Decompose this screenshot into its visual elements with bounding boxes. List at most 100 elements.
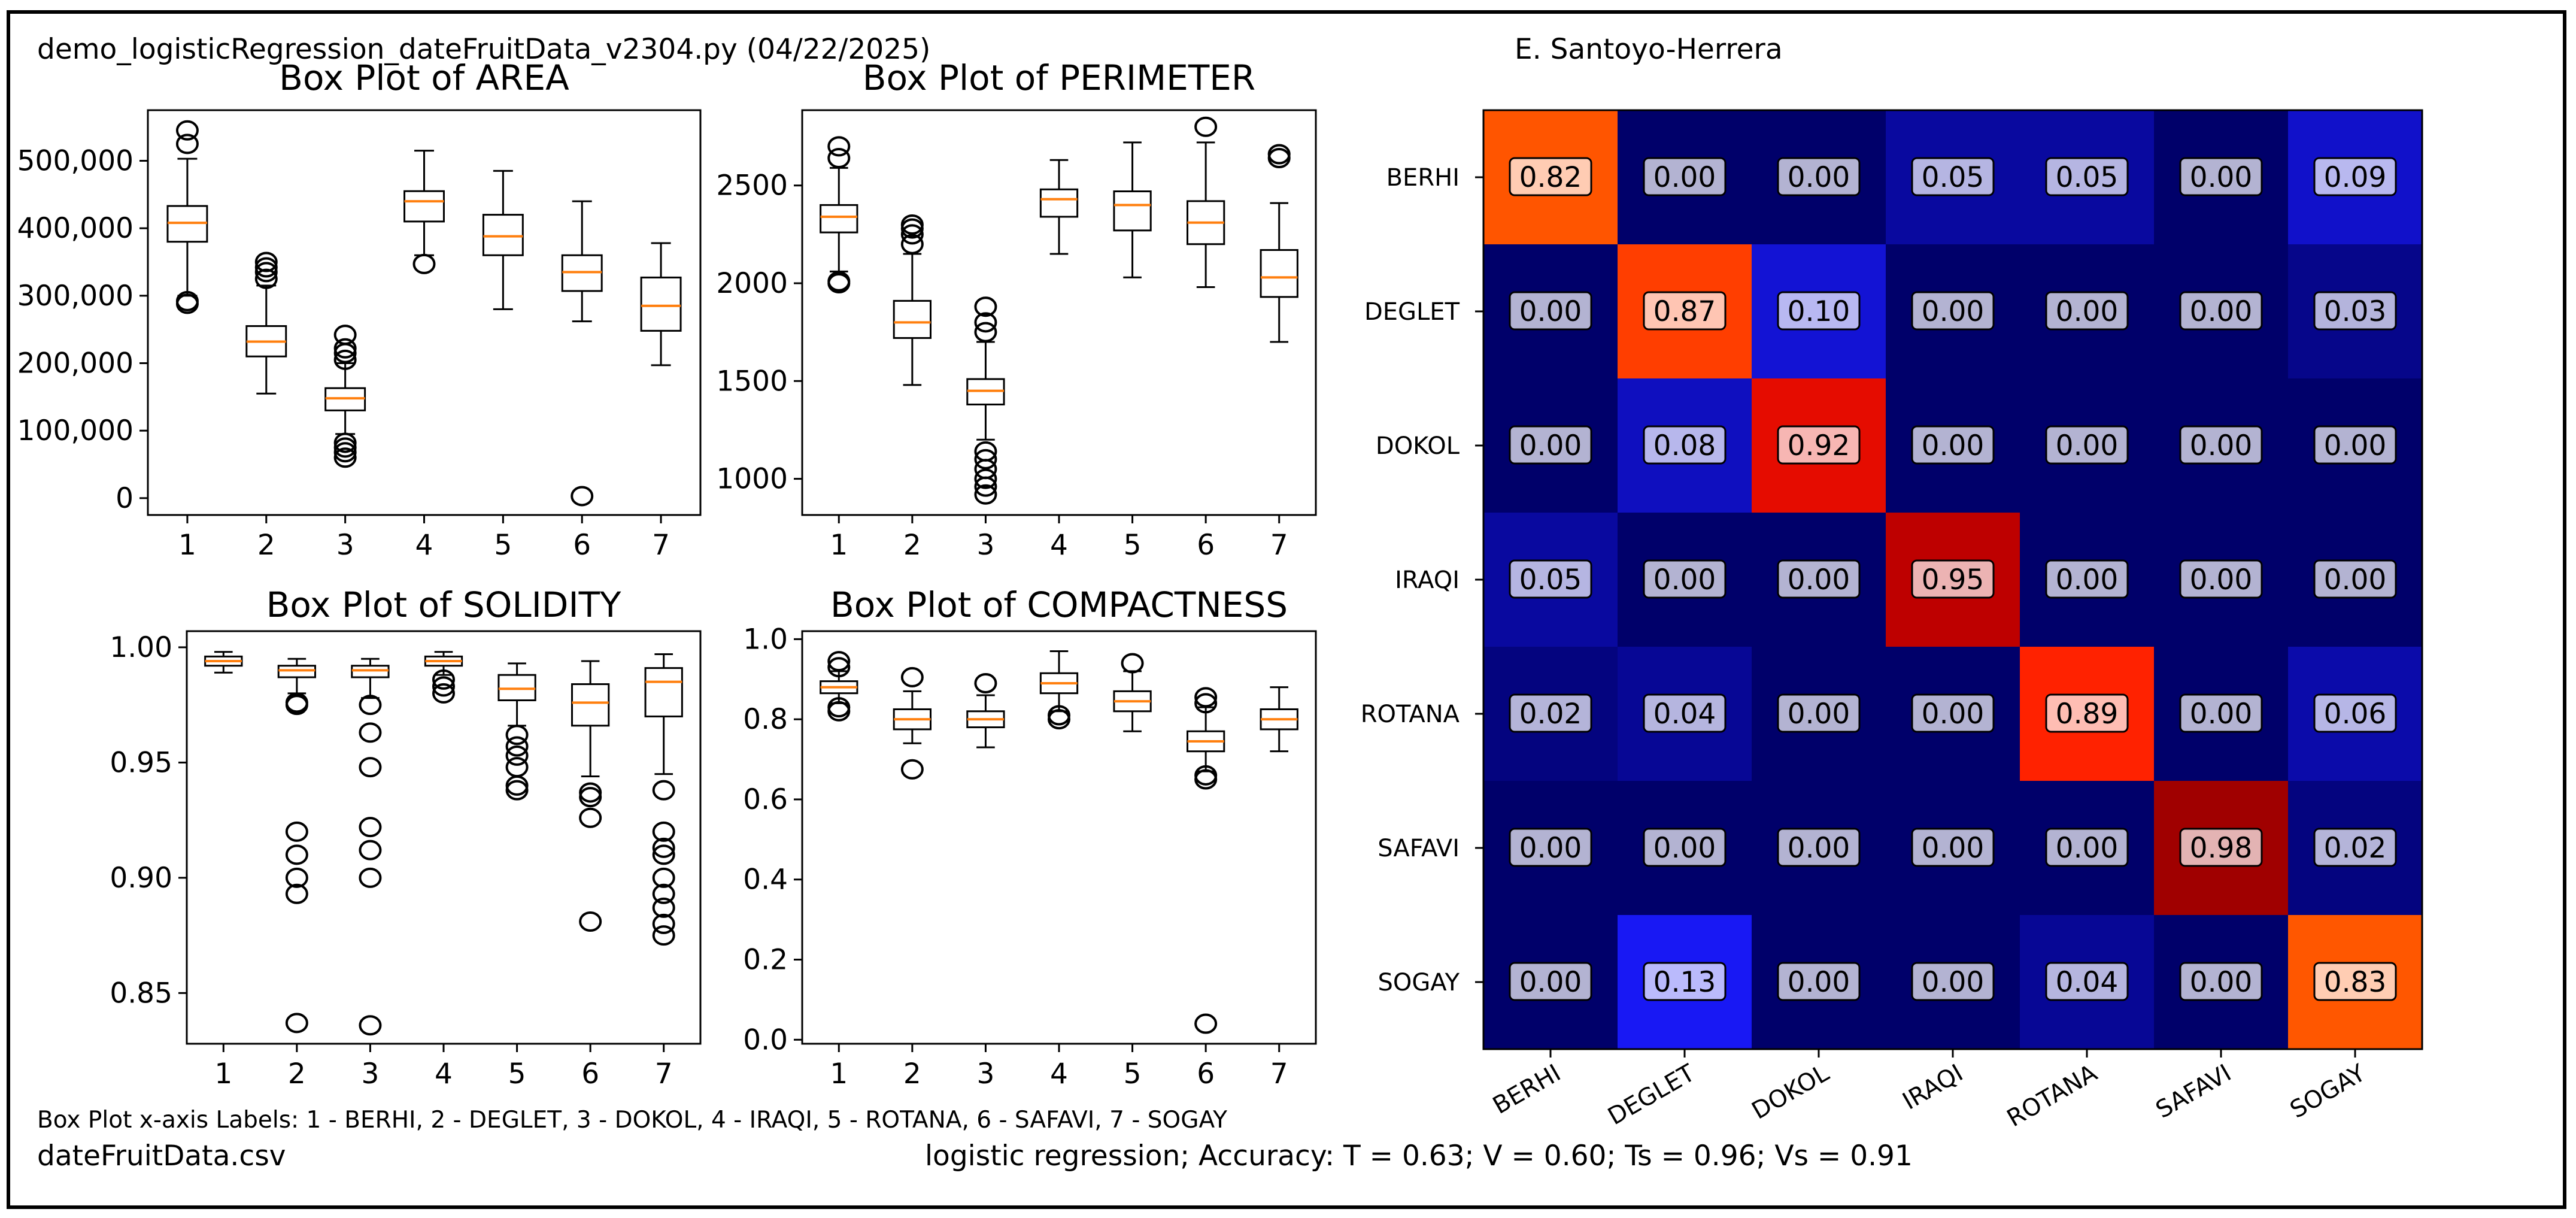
outlier-point — [652, 780, 675, 801]
x-tick-label: 4 — [1050, 529, 1068, 562]
cell-value-label: 0.00 — [1519, 295, 1582, 328]
cell-value-label: 0.00 — [1922, 295, 1985, 328]
x-tick-label: 5 — [1124, 1058, 1142, 1090]
cell-value-box — [1911, 291, 1995, 331]
boxplot-solidity: Box Plot of SOLIDITY 0.85 0.90 0.95 1.00 1 2 3 4… — [110, 584, 702, 1090]
y-tick-label: 0.85 — [110, 977, 172, 1010]
iqr-box — [1113, 190, 1152, 232]
outlier-point — [900, 224, 924, 245]
cell-value-label: 0.00 — [1922, 832, 1985, 865]
box-category-7 — [1260, 686, 1298, 753]
x-tick-label: 4 — [415, 529, 433, 562]
cell-value-label: 0.03 — [2324, 295, 2387, 328]
axes-frame — [147, 109, 702, 516]
box-category-7 — [1260, 144, 1298, 343]
box-category-2 — [893, 666, 932, 780]
axes-frame — [801, 630, 1317, 1045]
cell-value-label: 0.00 — [2190, 161, 2253, 194]
outlier-point — [333, 349, 357, 370]
accuracy-summary: logistic regression; Accuracy: T = 0.63;… — [925, 1140, 1913, 1172]
cell-value-label: 0.98 — [2190, 832, 2253, 865]
plots-layer: Box Plot of AREA0100,000200,000300,00040… — [17, 57, 2423, 1132]
x-tick-label: 7 — [1270, 529, 1288, 562]
cell-value-box — [1509, 157, 1592, 196]
outlier-point — [333, 432, 357, 453]
iqr-box — [893, 299, 932, 339]
row-label: IRAQI — [1395, 566, 1460, 594]
outlier-point — [900, 234, 924, 254]
cell-value-box — [1643, 157, 1727, 196]
outlier-point — [1267, 144, 1291, 165]
row-label: ROTANA — [1361, 701, 1460, 728]
outlier-point — [974, 449, 997, 469]
x-tick-label: 2 — [257, 529, 275, 562]
iqr-box — [482, 214, 524, 256]
box-category-4 — [424, 651, 463, 704]
box-category-7 — [644, 653, 683, 946]
outlier-point — [359, 840, 382, 861]
cell-value-box — [1643, 559, 1727, 599]
outlier-point — [175, 293, 199, 314]
outlier-point — [974, 322, 997, 343]
outlier-point — [900, 759, 924, 780]
outlier-point — [412, 253, 436, 274]
cell-value-box — [1777, 962, 1861, 1001]
cell-value-box — [2045, 291, 2129, 331]
data-file-label: dateFruitData.csv — [37, 1140, 286, 1172]
heatmap-frame — [1482, 109, 2423, 1050]
x-axis-legend: Box Plot x-axis Labels: 1 - BERHI, 2 - D… — [37, 1107, 1227, 1134]
cell-value-label: 0.00 — [2190, 563, 2253, 596]
x-tick-label: 4 — [1050, 1058, 1068, 1090]
outlier-point — [827, 657, 851, 678]
outlier-point — [432, 683, 455, 704]
outlier-point — [175, 134, 199, 154]
iqr-box — [571, 683, 610, 727]
author-label: E. Santoyo-Herrera — [1515, 33, 1783, 66]
cell-value-label: 0.10 — [1788, 295, 1850, 328]
script-title: demo_logisticRegression_dateFruitData_v2… — [37, 33, 930, 66]
plot-title: Box Plot of PERIMETER — [863, 57, 1255, 98]
cell-value-label: 0.00 — [1788, 966, 1850, 999]
cell-value-label: 0.00 — [1653, 832, 1716, 865]
cell-value-label: 0.13 — [1653, 966, 1716, 999]
y-tick-label: 200,000 — [17, 347, 133, 380]
cell-value-box — [1777, 425, 1861, 465]
cell-value-label: 0.00 — [2056, 429, 2119, 462]
x-tick-label: 5 — [508, 1058, 526, 1090]
x-tick-label: 2 — [288, 1058, 306, 1090]
cell-value-label: 0.05 — [2056, 161, 2119, 194]
outlier-point — [254, 252, 278, 272]
outlier-point — [359, 1015, 382, 1036]
cell-value-box — [1911, 828, 1995, 867]
cell-value-box — [1509, 828, 1592, 867]
cell-value-label: 0.00 — [2056, 295, 2119, 328]
y-tick-label: 1.00 — [110, 631, 172, 664]
cell-value-box — [1777, 828, 1861, 867]
cell-value-label: 0.00 — [1519, 966, 1582, 999]
outlier-point — [1194, 687, 1218, 708]
box-category-4 — [403, 150, 445, 274]
cell-value-label: 0.05 — [1922, 161, 1985, 194]
outlier-point — [827, 651, 851, 672]
box-category-1 — [166, 120, 208, 314]
box-category-3 — [966, 672, 1005, 749]
outlier-point — [505, 745, 529, 766]
box-category-3 — [324, 325, 366, 468]
cell-value-box — [2179, 291, 2263, 331]
cell-value-label: 0.00 — [1922, 966, 1985, 999]
row-label: DEGLET — [1364, 298, 1460, 326]
cell-value-box — [1777, 559, 1861, 599]
outlier-point — [652, 913, 675, 934]
y-tick-label: 2000 — [716, 267, 788, 300]
x-tick-label: 6 — [1197, 1058, 1215, 1090]
cell-value-label: 0.00 — [2190, 966, 2253, 999]
outlier-point — [285, 1013, 308, 1034]
cell-value-label: 0.00 — [1922, 429, 1985, 462]
cell-value-box — [1509, 425, 1592, 465]
y-tick-label: 500,000 — [17, 145, 133, 178]
cell-value-label: 0.00 — [1788, 563, 1850, 596]
box-category-4 — [1039, 159, 1079, 255]
outlier-point — [652, 897, 675, 918]
y-tick-label: 1.0 — [743, 623, 788, 656]
